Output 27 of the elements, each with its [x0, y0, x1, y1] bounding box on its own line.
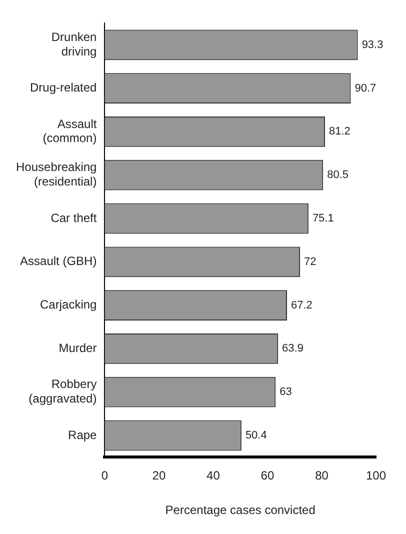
x-tick-label: 20 [152, 468, 166, 483]
x-tick-label: 0 [101, 468, 108, 483]
y-tick-label: Drunken driving [51, 30, 97, 58]
data-label: 72 [304, 256, 316, 268]
data-label: 63.9 [282, 342, 304, 355]
data-label: 63 [280, 386, 292, 398]
y-tick-label: Murder [58, 341, 97, 356]
y-tick-label: Assault (GBH) [20, 254, 97, 268]
y-tick-label: Car theft [50, 210, 98, 225]
x-tick-label: 40 [206, 468, 220, 483]
data-label: 75.1 [312, 212, 334, 225]
data-label: 80.5 [327, 169, 349, 182]
data-label: 93.3 [362, 38, 384, 51]
y-tick-label: Housebreaking (residential) [16, 160, 97, 189]
data-label: 90.7 [354, 82, 376, 94]
data-label: 67.2 [291, 299, 312, 312]
y-tick-label: Carjacking [40, 298, 97, 312]
data-label: 50.4 [245, 430, 267, 442]
y-tick-label: Rape [68, 428, 98, 442]
x-tick-label: 60 [260, 468, 274, 483]
x-tick-label: 80 [315, 468, 329, 483]
x-tick-label: 100 [366, 468, 386, 483]
y-tick-label: Assault (common) [42, 116, 98, 146]
y-tick-label: Robbery (aggravated) [28, 377, 97, 406]
data-label: 81.2 [328, 126, 350, 138]
x-axis-title: Percentage cases convicted [165, 503, 316, 518]
y-tick-label: Drug-related [30, 80, 97, 95]
